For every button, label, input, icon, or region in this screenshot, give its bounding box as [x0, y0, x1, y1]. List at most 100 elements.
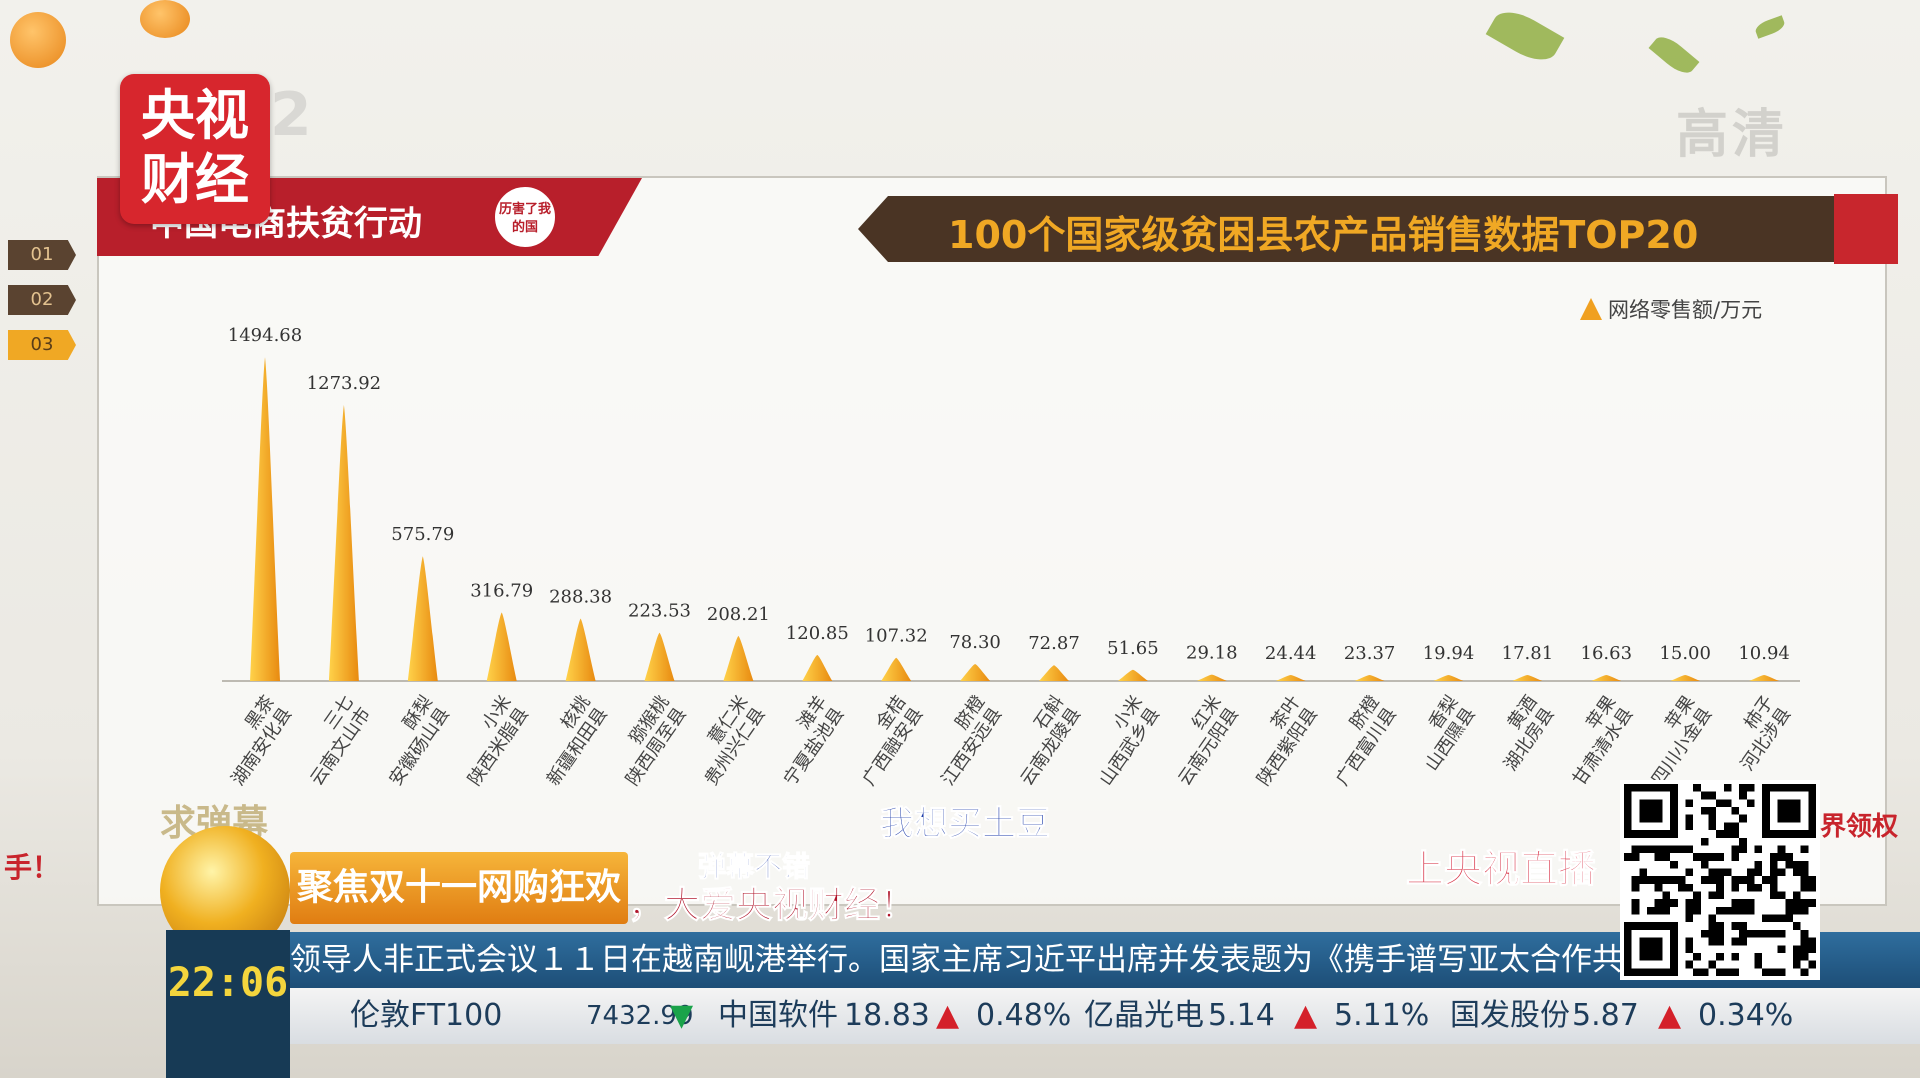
clock: 22:06	[167, 960, 289, 1006]
slogan-badge: 历害了我的国	[492, 184, 558, 250]
chart-bar	[407, 556, 438, 681]
danmu-comment: 弹幕不错	[697, 850, 811, 884]
data-label: 51.65	[1107, 638, 1159, 659]
data-label: 288.38	[549, 587, 612, 608]
up-arrow-icon: ▲	[1294, 998, 1318, 1033]
stock-price: 7432.99	[586, 1001, 694, 1031]
persimmon-decoration	[140, 0, 190, 38]
stock-name: 国发股份	[1450, 998, 1570, 1033]
data-label: 23.37	[1344, 643, 1396, 664]
stock-price: 5.87	[1572, 998, 1639, 1033]
chart-title: 100个国家级贫困县农产品销售数据TOP20	[948, 213, 1699, 257]
chart-bar	[1670, 675, 1701, 681]
data-label: 223.53	[628, 601, 691, 622]
side-tab-03[interactable]: 03	[8, 330, 76, 360]
down-arrow-icon: ▼	[670, 998, 694, 1033]
data-label: 72.87	[1028, 633, 1080, 654]
chart-bar	[1512, 675, 1543, 681]
persimmon-decoration	[10, 12, 66, 68]
data-label: 15.00	[1659, 643, 1711, 664]
chart-bar	[328, 404, 359, 681]
data-label: 16.63	[1581, 643, 1633, 664]
stock-change: 0.48%	[976, 998, 1072, 1033]
cctv-finance-logo: 央视 财经	[120, 74, 270, 224]
stock-name: 亿晶光电	[1084, 998, 1204, 1033]
chart-bar	[1591, 675, 1622, 681]
data-label: 107.32	[865, 626, 928, 647]
chart-bar	[802, 654, 833, 681]
chart-bar	[960, 664, 991, 681]
stock-change: 0.34%	[1698, 998, 1794, 1033]
chart-bar	[1433, 675, 1464, 681]
qr-code-icon	[1624, 784, 1816, 976]
data-label: 1494.68	[228, 325, 302, 346]
chart-legend: 网络零售额/万元	[1580, 294, 1762, 324]
danmu-comment: 手！	[4, 851, 61, 884]
qr-code[interactable]	[1620, 780, 1820, 980]
chart-bar	[250, 357, 280, 681]
hd-watermark: 高清	[1676, 105, 1789, 165]
data-label: 1273.92	[307, 373, 381, 394]
legend-swatch	[1580, 298, 1602, 320]
data-label: 10.94	[1738, 643, 1790, 664]
banner-right	[858, 196, 1898, 262]
stock-price: 5.14	[1208, 998, 1275, 1033]
channel-watermark: 2	[270, 80, 312, 150]
chart-bar	[1196, 674, 1227, 681]
data-label: 24.44	[1265, 643, 1317, 664]
data-label: 19.94	[1423, 643, 1475, 664]
chart-bar	[1275, 675, 1306, 681]
logo-line-1: 央视	[141, 84, 249, 147]
stock-name: 伦敦FT100	[350, 998, 503, 1033]
banner-right-accent	[1834, 194, 1898, 264]
chart-bar	[565, 618, 596, 681]
data-label: 17.81	[1502, 643, 1554, 664]
chart-bar	[723, 635, 754, 681]
chart-bar	[1117, 669, 1148, 681]
data-label: 120.85	[786, 623, 849, 644]
stock-name: 中国软件	[718, 998, 838, 1033]
news-text: 领导人非正式会议１１日在越南岘港举行。国家主席习近平出席并发表题为《携手谱写亚太…	[290, 942, 1778, 978]
chart-bar	[881, 657, 912, 681]
chart-bar	[1039, 665, 1069, 681]
chart-bar	[486, 612, 517, 681]
danmu-comment: 界领权	[1820, 812, 1899, 842]
chart-bar	[644, 632, 675, 681]
up-arrow-icon: ▲	[936, 998, 960, 1033]
stock-ticker: 伦敦FT100 7432.99 ▼ 中国软件 18.83 ▲ 0.48% 亿晶光…	[290, 988, 1920, 1044]
side-tab-01[interactable]: 01	[8, 240, 76, 270]
news-ticker: 领导人非正式会议１１日在越南岘港举行。国家主席习近平出席并发表题为《携手谱写亚太…	[290, 932, 1920, 988]
chart-panel	[97, 176, 1887, 906]
stock-change: 5.11%	[1334, 998, 1430, 1033]
data-label: 78.30	[949, 632, 1001, 653]
danmu-comment: ，大爱央视财经！	[627, 885, 917, 927]
up-arrow-icon: ▲	[1658, 998, 1682, 1033]
data-label: 575.79	[391, 524, 454, 545]
side-tab-02[interactable]: 02	[8, 285, 76, 315]
logo-line-2: 财经	[141, 148, 249, 211]
legend-label: 网络零售额/万元	[1608, 298, 1763, 322]
ticker-title: 聚焦双十一网购狂欢节	[290, 852, 628, 980]
data-label: 29.18	[1186, 643, 1238, 664]
chart-bar	[1354, 675, 1385, 681]
stock-price: 18.83	[844, 998, 930, 1033]
